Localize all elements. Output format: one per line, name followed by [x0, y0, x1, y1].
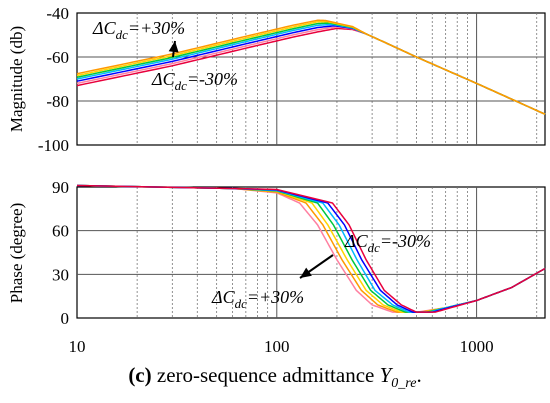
- caption-subscript: 0_re: [391, 376, 417, 392]
- y-axis-label: Magnitude (db): [7, 26, 26, 132]
- annotation-arrowhead: [168, 41, 179, 53]
- y-tick-label: 0: [61, 309, 70, 328]
- y-tick-label: -100: [38, 136, 69, 155]
- y-axis-label: Phase (degree): [7, 203, 26, 304]
- panel-magnitude: -40 -60 -80 -100 Magnitude (db) ΔCdc=+30% ΔCdc…: [7, 4, 546, 155]
- y-tick-label: -40: [46, 4, 69, 23]
- annotation-label: ΔCdc=+30%: [211, 287, 304, 311]
- plot-frame: [76, 186, 546, 319]
- series-line-6: [76, 19, 546, 115]
- x-tick-label: 100: [264, 337, 290, 356]
- y-tick-label: -60: [46, 48, 69, 67]
- annotation-label: ΔCdc=-30%: [151, 69, 238, 93]
- caption-end: .: [416, 363, 422, 387]
- y-tick-label: -80: [46, 92, 69, 111]
- caption-symbol: Y: [379, 363, 392, 387]
- x-tick-label: 1000: [460, 337, 494, 356]
- annotation-label: ΔCdc=-30%: [344, 231, 431, 255]
- caption-text: zero-sequence admittance: [151, 363, 380, 387]
- y-tick-label: 90: [52, 178, 69, 197]
- annotation-label: ΔCdc=+30%: [92, 18, 185, 42]
- panel-phase: 90 60 30 0 10 100 1000 Phase (degree) ΔCdc=-30% Δ…: [7, 178, 546, 356]
- y-tick-label: 30: [52, 265, 69, 284]
- annotation-arrowhead: [300, 267, 312, 278]
- caption-label: (c): [128, 363, 152, 387]
- series-line-6: [76, 184, 546, 313]
- y-tick-label: 60: [52, 222, 69, 241]
- x-tick-label: 10: [69, 337, 86, 356]
- figure-caption: (c) zero-sequence admittance Y0_re.: [0, 363, 550, 392]
